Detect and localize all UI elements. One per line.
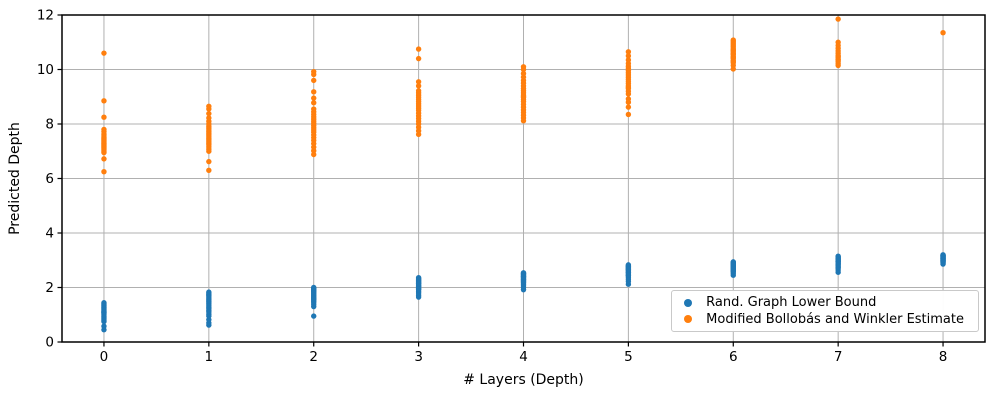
data-point-series-2 xyxy=(311,100,317,106)
data-point-series-1 xyxy=(520,273,527,280)
data-point-series-1 xyxy=(730,261,736,268)
data-point-series-1 xyxy=(520,270,527,276)
data-point-series-2 xyxy=(206,115,212,121)
data-point-series-2 xyxy=(101,168,107,175)
data-point-series-2 xyxy=(625,111,632,118)
y-tick-label: 10 xyxy=(37,62,54,78)
data-point-series-2 xyxy=(311,89,317,95)
data-point-series-1 xyxy=(940,257,946,264)
x-tick-label: 2 xyxy=(309,349,318,365)
x-tick-label: 5 xyxy=(624,349,633,365)
data-point-series-2 xyxy=(625,104,632,110)
data-point-series-2 xyxy=(206,158,212,165)
data-point-series-2 xyxy=(311,151,317,158)
legend-label-series-2: Modified Bollobás and Winkler Estimate xyxy=(706,311,964,327)
data-point-series-2 xyxy=(730,37,736,43)
legend-row: Modified Bollobás and Winkler Estimate xyxy=(684,313,964,326)
data-point-series-1 xyxy=(415,274,422,281)
data-point-series-1 xyxy=(625,266,632,272)
legend-marker-blue-icon xyxy=(684,298,693,307)
data-point-series-1 xyxy=(940,252,946,259)
data-point-series-1 xyxy=(730,268,736,274)
data-point-series-1 xyxy=(101,309,107,315)
data-point-series-2 xyxy=(835,16,841,22)
x-tick-label: 1 xyxy=(205,349,214,365)
data-point-series-1 xyxy=(835,264,841,270)
legend-row: Rand. Graph Lower Bound xyxy=(684,296,964,309)
data-point-series-2 xyxy=(311,106,317,112)
data-point-series-1 xyxy=(625,272,632,278)
legend-label-series-1: Rand. Graph Lower Bound xyxy=(706,295,877,311)
data-point-series-1 xyxy=(206,289,212,295)
data-point-series-2 xyxy=(311,95,317,101)
data-point-series-2 xyxy=(520,64,527,70)
data-point-series-2 xyxy=(625,57,632,63)
data-point-series-2 xyxy=(835,57,841,63)
data-point-series-1 xyxy=(311,284,317,291)
y-tick-label: 6 xyxy=(45,171,54,187)
data-point-series-2 xyxy=(730,58,736,65)
y-axis-label: Predicted Depth xyxy=(7,122,23,235)
data-point-series-2 xyxy=(415,46,422,52)
x-tick-label: 4 xyxy=(519,349,528,365)
data-point-series-2 xyxy=(101,50,107,56)
data-point-series-2 xyxy=(835,39,841,45)
data-point-series-2 xyxy=(625,84,632,90)
data-point-series-2 xyxy=(625,49,632,55)
data-point-series-2 xyxy=(625,53,632,59)
data-point-series-1 xyxy=(311,296,317,302)
data-point-series-2 xyxy=(730,47,736,54)
data-point-series-1 xyxy=(835,257,841,263)
x-tick-label: 7 xyxy=(834,349,843,365)
y-tick-label: 0 xyxy=(45,335,54,351)
data-point-series-2 xyxy=(206,110,212,117)
legend-marker-orange-icon xyxy=(684,315,693,324)
x-tick-label: 8 xyxy=(939,349,948,365)
data-point-series-1 xyxy=(625,262,632,268)
data-point-series-2 xyxy=(625,96,632,102)
data-point-series-2 xyxy=(415,79,422,85)
data-point-series-1 xyxy=(415,286,422,292)
data-point-series-2 xyxy=(311,68,317,75)
y-tick-label: 2 xyxy=(45,280,54,296)
y-tick-label: 8 xyxy=(45,117,54,133)
x-tick-label: 3 xyxy=(414,349,423,365)
data-point-series-2 xyxy=(311,77,317,84)
data-point-series-2 xyxy=(101,114,107,120)
data-point-series-2 xyxy=(520,94,527,100)
data-point-series-2 xyxy=(415,83,422,89)
plot-frame xyxy=(61,14,986,343)
data-point-series-2 xyxy=(940,30,946,36)
x-axis-label: # Layers (Depth) xyxy=(463,372,584,388)
data-point-series-1 xyxy=(101,300,107,306)
x-tick-label: 6 xyxy=(729,349,738,365)
x-tick-label: 0 xyxy=(100,349,109,365)
data-point-series-2 xyxy=(415,88,422,94)
data-point-series-1 xyxy=(311,313,317,319)
y-tick-label: 12 xyxy=(37,8,54,24)
data-point-series-2 xyxy=(101,98,107,104)
data-point-series-2 xyxy=(206,167,212,174)
data-point-series-2 xyxy=(520,70,527,77)
data-point-series-2 xyxy=(101,156,107,162)
y-tick-label: 4 xyxy=(45,226,54,242)
data-point-series-1 xyxy=(520,279,527,285)
legend: Rand. Graph Lower Bound Modified Bollobá… xyxy=(671,290,979,332)
data-point-series-2 xyxy=(415,55,422,62)
data-point-series-2 xyxy=(206,103,212,109)
data-point-series-2 xyxy=(101,126,107,133)
data-point-series-1 xyxy=(415,280,422,287)
data-point-series-1 xyxy=(101,323,107,329)
